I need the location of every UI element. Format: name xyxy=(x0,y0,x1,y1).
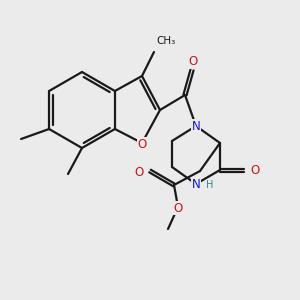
Text: N: N xyxy=(192,119,200,133)
Text: O: O xyxy=(188,55,198,68)
Text: H: H xyxy=(206,180,214,190)
Text: N: N xyxy=(192,178,200,190)
Text: CH₃: CH₃ xyxy=(156,36,175,46)
Text: O: O xyxy=(135,166,144,178)
Text: O: O xyxy=(137,137,147,151)
Text: O: O xyxy=(250,164,259,176)
Text: O: O xyxy=(173,202,183,214)
